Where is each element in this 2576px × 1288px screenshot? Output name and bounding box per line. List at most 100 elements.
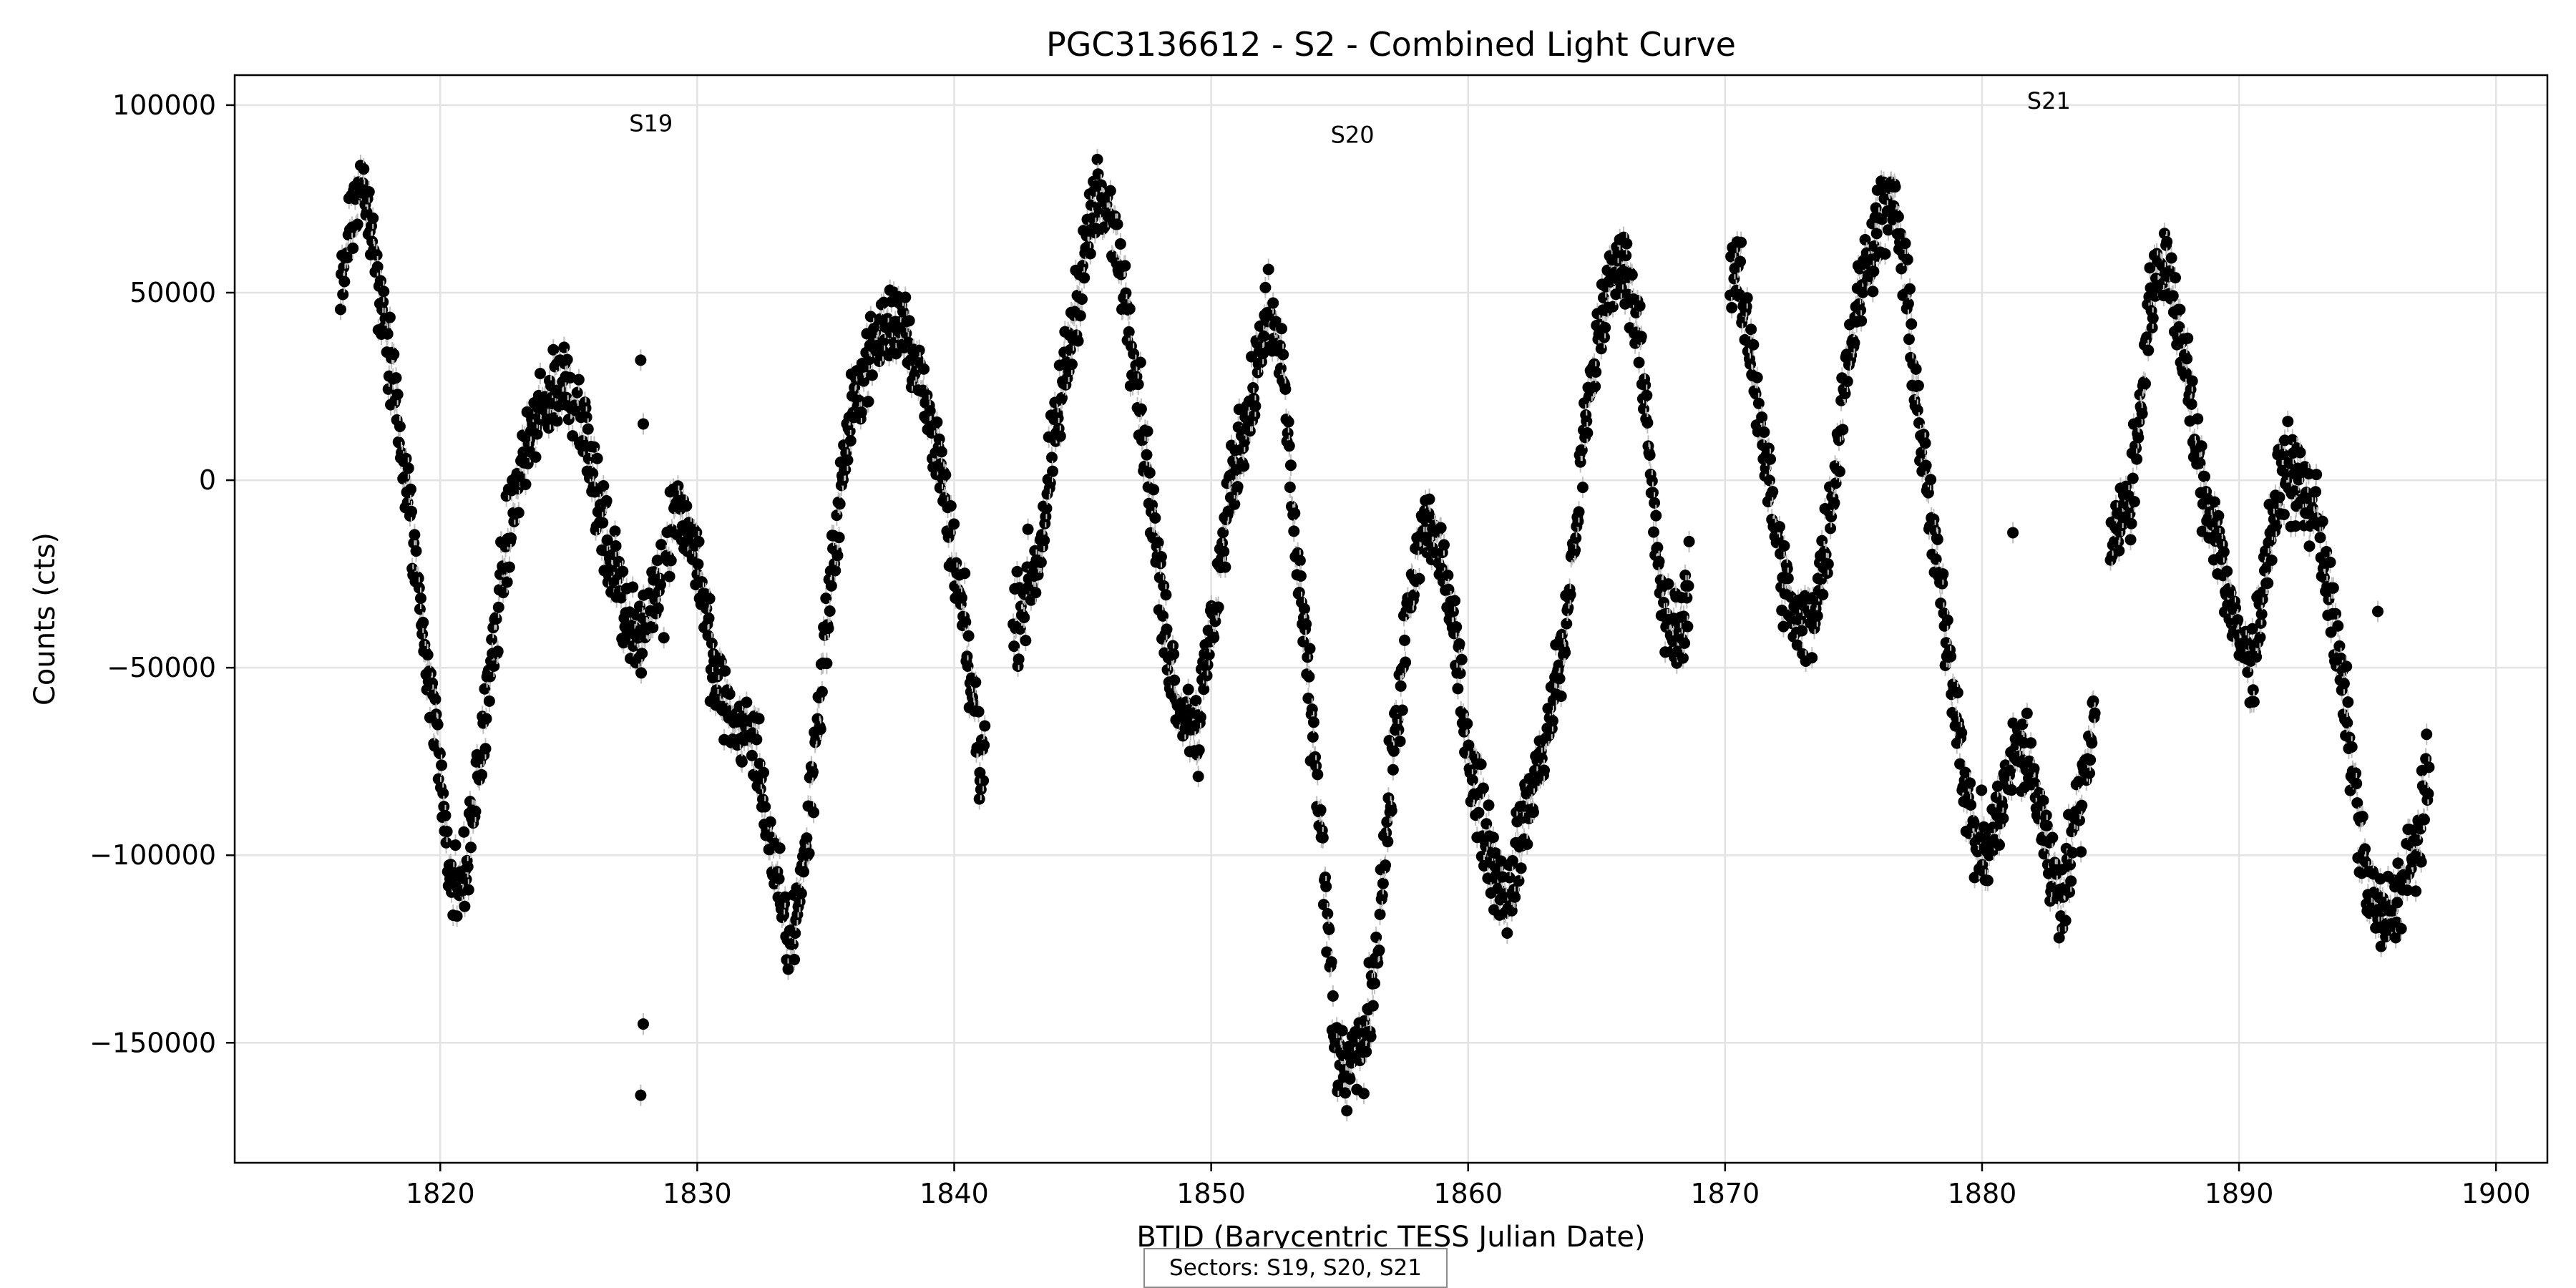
data-point xyxy=(1376,889,1388,902)
data-point xyxy=(2255,608,2268,620)
data-point xyxy=(1621,238,1633,250)
data-point xyxy=(834,498,846,510)
data-point xyxy=(479,743,492,755)
data-point xyxy=(580,402,592,414)
data-point xyxy=(1423,493,1435,505)
data-point xyxy=(414,592,426,605)
data-point xyxy=(1912,379,1924,391)
data-point xyxy=(961,650,973,663)
data-point xyxy=(1307,731,1319,743)
data-point xyxy=(635,667,648,679)
data-point xyxy=(1903,333,1915,346)
data-point xyxy=(497,587,509,599)
data-point xyxy=(1576,482,1589,494)
data-point xyxy=(1198,683,1210,696)
data-point xyxy=(1910,363,1922,375)
data-point xyxy=(1581,427,1594,439)
data-point xyxy=(409,529,421,541)
data-point xyxy=(1447,605,1459,618)
data-point xyxy=(2139,378,2151,390)
data-point xyxy=(1450,621,1463,633)
data-point xyxy=(1899,238,1911,250)
data-point xyxy=(2041,819,2053,831)
data-point xyxy=(1336,1025,1348,1037)
data-point xyxy=(890,348,902,360)
data-point xyxy=(723,688,736,701)
data-point xyxy=(822,623,834,635)
data-point xyxy=(1252,366,1264,379)
data-point xyxy=(1913,417,1925,429)
data-point xyxy=(959,567,971,580)
data-point xyxy=(1119,260,1131,272)
data-point xyxy=(1372,957,1384,969)
data-point xyxy=(1231,481,1244,493)
data-point xyxy=(2084,754,2097,766)
data-point xyxy=(1503,872,1516,884)
data-point xyxy=(807,766,819,778)
data-point xyxy=(1513,875,1525,887)
data-point xyxy=(2198,471,2210,483)
data-point xyxy=(627,581,639,593)
data-point xyxy=(1876,213,1888,225)
data-point xyxy=(2294,447,2306,459)
data-point xyxy=(2181,353,2193,365)
data-point xyxy=(970,676,982,688)
data-point xyxy=(1828,497,1840,509)
data-point xyxy=(1018,611,1030,623)
data-point xyxy=(2324,556,2336,568)
data-point xyxy=(465,841,477,854)
data-point xyxy=(1475,758,1487,771)
data-point xyxy=(1157,610,1169,622)
data-point xyxy=(1149,512,1161,524)
data-point xyxy=(2130,442,2142,454)
data-point xyxy=(1288,525,1300,537)
data-point xyxy=(924,405,936,417)
data-point xyxy=(1762,442,1775,454)
data-point xyxy=(617,565,629,577)
data-point xyxy=(381,328,394,340)
data-point xyxy=(2186,375,2198,387)
data-point xyxy=(384,311,396,323)
data-point xyxy=(347,242,359,254)
data-point xyxy=(972,706,985,718)
data-point xyxy=(1756,411,1768,423)
data-point xyxy=(1646,487,1659,499)
data-point xyxy=(1274,362,1287,374)
data-point xyxy=(1555,691,1567,703)
data-point xyxy=(1148,484,1160,496)
data-point xyxy=(1385,804,1397,816)
data-point xyxy=(1193,744,1205,756)
data-point xyxy=(1683,535,1695,547)
data-point xyxy=(1155,551,1167,563)
data-point xyxy=(1487,831,1499,844)
data-point xyxy=(2194,457,2206,469)
data-point xyxy=(955,592,967,604)
data-point xyxy=(1022,523,1034,535)
data-point xyxy=(1169,674,1181,686)
data-point xyxy=(1895,228,1907,240)
data-point xyxy=(459,900,471,912)
data-point xyxy=(2321,545,2333,557)
data-point xyxy=(1141,449,1153,461)
data-point xyxy=(2341,717,2353,729)
data-point xyxy=(746,749,758,761)
data-point xyxy=(1257,348,1269,360)
data-point xyxy=(1455,653,1468,665)
data-point xyxy=(2128,496,2140,508)
data-point xyxy=(655,539,668,551)
data-point xyxy=(530,451,542,463)
data-point xyxy=(1054,430,1066,442)
data-point xyxy=(2067,847,2079,859)
data-point xyxy=(808,806,820,819)
data-point xyxy=(1341,1105,1353,1117)
data-point xyxy=(1396,704,1408,716)
data-point xyxy=(1821,567,1833,579)
data-point xyxy=(652,602,664,615)
data-point xyxy=(753,713,765,725)
data-point xyxy=(1791,639,1803,651)
data-point xyxy=(1882,224,1894,236)
data-point xyxy=(1111,218,1123,230)
data-point xyxy=(2242,666,2254,678)
data-point xyxy=(948,518,960,530)
data-point xyxy=(337,288,349,301)
